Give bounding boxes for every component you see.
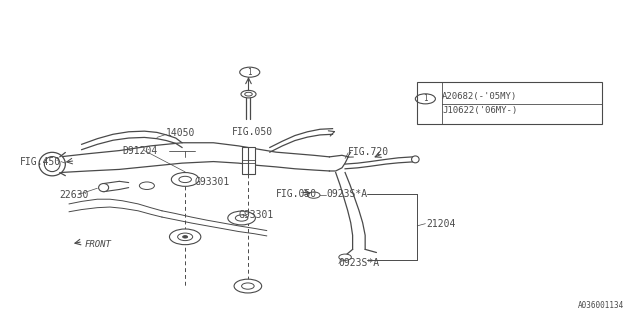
Circle shape [241,90,256,98]
Circle shape [179,176,191,183]
Bar [242,148,255,174]
Circle shape [244,92,252,96]
Text: FIG.450: FIG.450 [20,156,61,167]
Circle shape [140,182,154,189]
Ellipse shape [412,156,419,163]
Circle shape [170,229,201,245]
Circle shape [240,67,260,77]
Ellipse shape [99,183,109,192]
Circle shape [242,283,254,289]
Text: 21204: 21204 [427,219,456,229]
Text: 14050: 14050 [166,128,196,138]
Text: 1: 1 [248,68,252,77]
Text: 0923S*A: 0923S*A [339,259,380,268]
Circle shape [234,279,262,293]
Circle shape [182,236,188,238]
Circle shape [415,94,435,104]
Circle shape [236,215,248,221]
Text: 22630: 22630 [60,190,89,200]
Text: J10622('06MY-): J10622('06MY-) [442,106,518,115]
Ellipse shape [44,156,60,172]
Text: FIG.050: FIG.050 [232,127,273,137]
Text: FRONT: FRONT [85,240,111,249]
Text: G93301: G93301 [239,210,274,220]
Text: G93301: G93301 [195,177,230,187]
Text: D91204: D91204 [122,146,157,156]
Ellipse shape [39,152,65,176]
Text: A036001134: A036001134 [578,301,624,310]
Text: FIG.050: FIG.050 [276,189,317,199]
Text: A20682(-'05MY): A20682(-'05MY) [442,92,518,100]
Circle shape [178,233,193,241]
Bar [417,82,602,124]
Text: 1: 1 [423,94,428,103]
Circle shape [307,192,320,198]
Circle shape [339,254,351,260]
Circle shape [228,211,255,225]
Circle shape [172,172,199,186]
Text: FIG.720: FIG.720 [348,147,389,157]
Text: 0923S*A: 0923S*A [326,189,367,199]
